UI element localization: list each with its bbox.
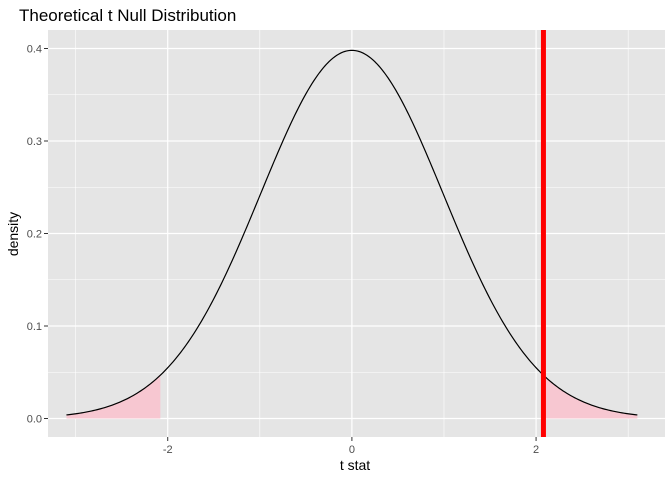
x-tick-label: 2 [533,444,539,456]
y-tick-label: 0.1 [27,321,42,333]
y-axis-title: density [5,212,21,256]
gridlines [48,30,665,437]
x-tick-label: -2 [163,444,173,456]
x-tick-label: 0 [349,444,355,456]
y-tick-label: 0.3 [27,136,42,148]
shaded-tail-area [66,375,161,419]
shaded-tail-area [543,375,638,419]
y-tick-label: 0.0 [27,414,42,426]
axes: -2 0 2 0.0 0.1 0.2 0.3 0.4 [27,44,539,457]
shaded-tails [66,375,638,419]
x-axis-title: t stat [340,457,370,473]
y-tick-label: 0.2 [27,229,42,241]
chart-title: Theoretical t Null Distribution [19,6,236,25]
y-tick-label: 0.4 [27,44,42,56]
